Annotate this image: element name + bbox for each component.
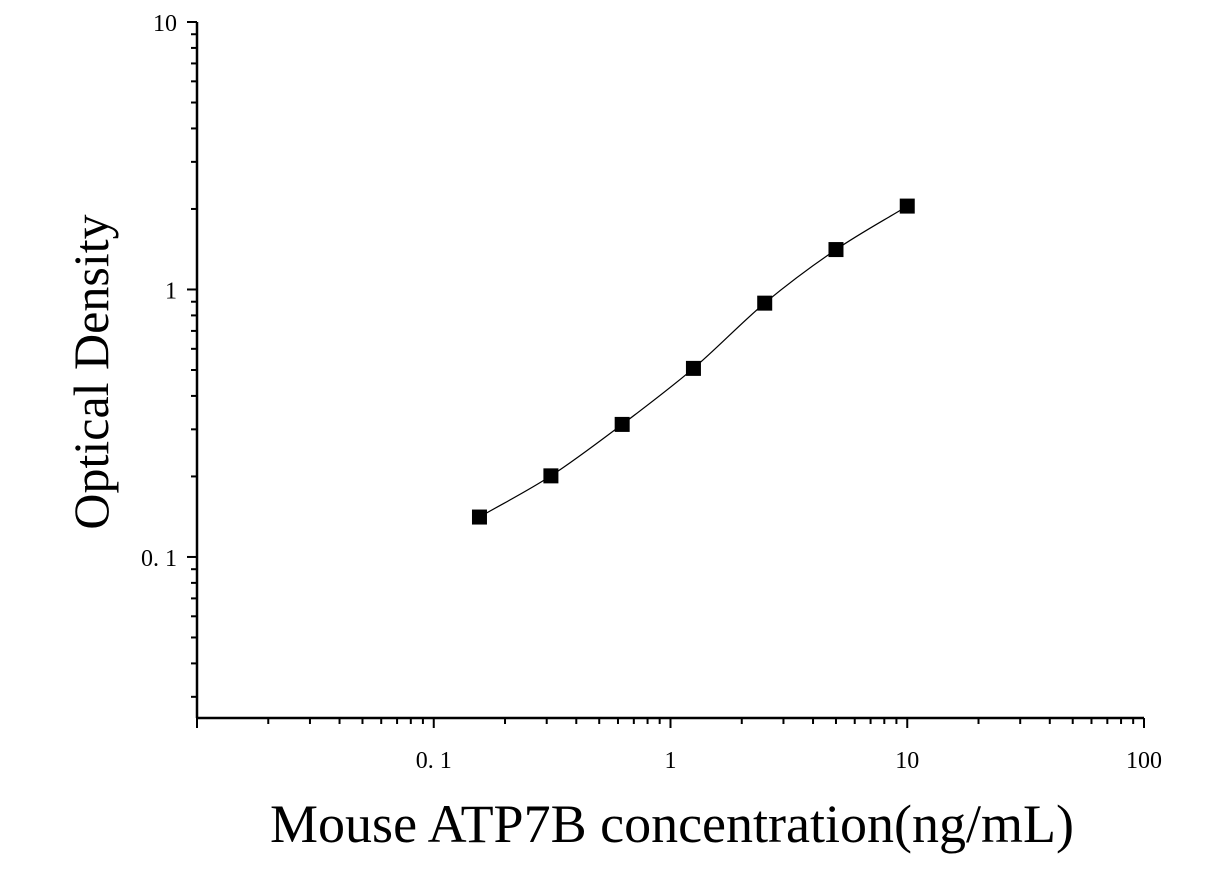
data-point [828, 242, 844, 258]
plot-area: 0. 1 1 10 100 0. 1 1 10 [141, 11, 1162, 774]
x-tick-label: 100 [1126, 748, 1162, 774]
data-point [471, 509, 487, 525]
data-point [614, 416, 630, 432]
x-tick-label: 0. 1 [416, 748, 452, 774]
y-tick-label: 0. 1 [141, 546, 177, 572]
y-tick-label: 1 [165, 278, 177, 304]
y-tick-label: 10 [153, 11, 177, 37]
data-point [757, 295, 773, 311]
data-point [899, 198, 915, 214]
x-axis-title: Mouse ATP7B concentration(ng/mL) [270, 794, 1074, 854]
data-point [685, 360, 701, 376]
y-axis-title: Optical Density [63, 214, 119, 529]
data-point [543, 468, 559, 484]
x-tick-label: 10 [895, 748, 919, 774]
x-tick-label: 1 [665, 748, 677, 774]
